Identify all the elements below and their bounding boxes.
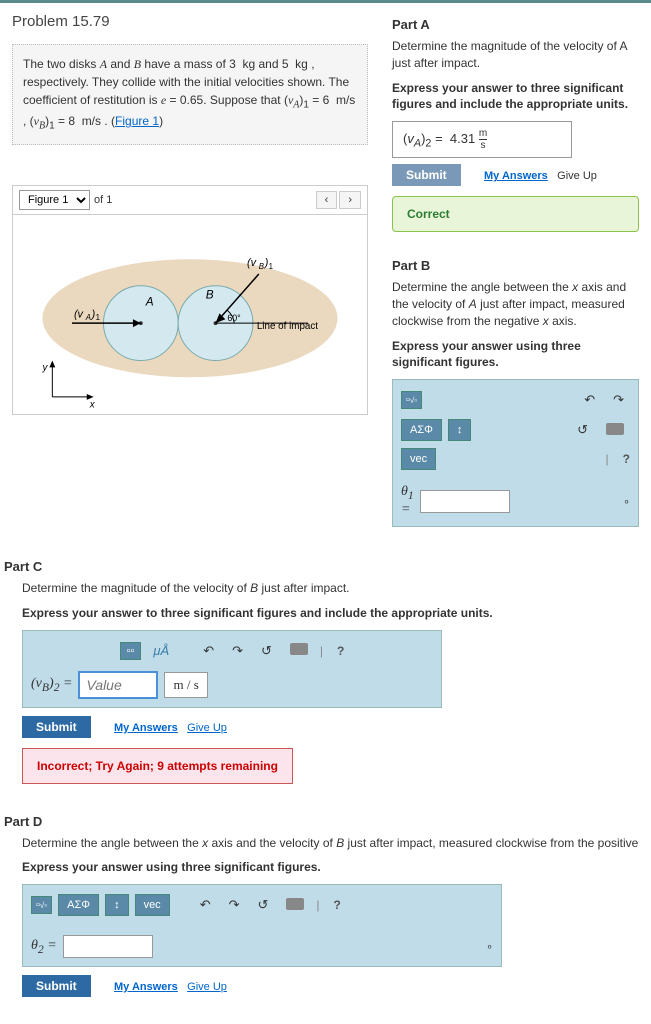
reset-button[interactable]: ↺ xyxy=(255,639,278,663)
problem-statement: The two disks A and B have a mass of 3 k… xyxy=(12,44,368,145)
problem-text: The two disks A and B have a mass of 3 k… xyxy=(23,57,355,128)
part-c-unit-box[interactable]: m / s xyxy=(164,672,207,698)
help-button[interactable]: ? xyxy=(623,452,630,466)
part-d-tool-panel: ▫√▫ ΑΣΦ ↕ vec ↶ ↷ ↺ | ? θ2 = ∘ xyxy=(22,884,502,967)
svg-text:60°: 60° xyxy=(227,313,240,323)
part-c-header: Part C xyxy=(4,559,639,574)
svg-text:A: A xyxy=(85,313,91,322)
part-c-label: (vB)2 = xyxy=(31,676,72,694)
template-button[interactable]: ▫√▫ xyxy=(31,896,52,914)
updown-button[interactable]: ↕ xyxy=(448,419,472,441)
svg-text:B: B xyxy=(206,288,214,301)
part-c-value-input[interactable] xyxy=(78,671,158,699)
help-button[interactable]: ? xyxy=(334,898,341,912)
part-c-my-answers-link[interactable]: My Answers xyxy=(114,722,178,734)
part-a-answer-box: (vA)2 = 4.31 ms xyxy=(392,121,572,158)
svg-text:(v: (v xyxy=(74,308,84,320)
part-d-my-answers-link[interactable]: My Answers xyxy=(114,981,178,993)
reset-button[interactable]: ↺ xyxy=(571,418,594,442)
figure-prev-button[interactable]: ‹ xyxy=(316,191,338,209)
updown-button[interactable]: ↕ xyxy=(105,894,129,916)
keyboard-button[interactable] xyxy=(280,894,310,917)
part-a-giveup-link[interactable]: Give Up xyxy=(557,170,597,182)
part-c-giveup-link[interactable]: Give Up xyxy=(187,722,227,734)
undo-button[interactable]: ↶ xyxy=(194,893,217,917)
part-c-submit-button[interactable]: Submit xyxy=(22,716,91,738)
help-button[interactable]: ? xyxy=(337,644,344,658)
part-b-instructions: Express your answer using three signific… xyxy=(392,338,639,372)
units-button[interactable]: μÅ xyxy=(147,639,175,662)
figure-next-button[interactable]: › xyxy=(339,191,361,209)
vec-button[interactable]: vec xyxy=(401,448,436,470)
part-d-prompt: Determine the angle between the x axis a… xyxy=(22,835,639,852)
part-c-instructions: Express your answer to three significant… xyxy=(22,605,639,622)
part-d-submit-button[interactable]: Submit xyxy=(22,975,91,997)
greek-button[interactable]: ΑΣΦ xyxy=(58,894,99,916)
part-a-my-answers-link[interactable]: My Answers xyxy=(484,170,548,182)
part-b-tool-panel: ▫√▫ ↶ ↷ ΑΣΦ ↕ ↺ vec | ? θ1= xyxy=(392,379,639,527)
svg-text:y: y xyxy=(41,362,48,373)
part-d-header: Part D xyxy=(4,814,639,829)
problem-title: Problem 15.79 xyxy=(12,13,368,30)
divider: | xyxy=(606,452,609,466)
part-d-theta-input[interactable] xyxy=(63,935,153,958)
part-c-prompt: Determine the magnitude of the velocity … xyxy=(22,580,639,597)
figure-image: (vA)1 (vB)1 A B 60° Line of impact y x xyxy=(12,215,368,415)
part-d-giveup-link[interactable]: Give Up xyxy=(187,981,227,993)
part-b-theta-input[interactable] xyxy=(420,490,510,513)
vec-button[interactable]: vec xyxy=(135,894,170,916)
template-button[interactable]: ▫√▫ xyxy=(401,391,422,409)
svg-text:A: A xyxy=(145,295,154,308)
greek-button[interactable]: ΑΣΦ xyxy=(401,419,442,441)
figure-selector[interactable]: Figure 1 xyxy=(19,190,90,210)
undo-button[interactable]: ↶ xyxy=(197,639,220,663)
keyboard-button[interactable] xyxy=(284,639,314,662)
part-d-instructions: Express your answer using three signific… xyxy=(22,859,639,876)
figure-count: of 1 xyxy=(94,194,112,206)
part-c-feedback: Incorrect; Try Again; 9 attempts remaini… xyxy=(22,748,293,784)
part-a-feedback: Correct xyxy=(392,196,639,232)
svg-text:1: 1 xyxy=(269,262,273,271)
part-c-tool-panel: ▫▫ μÅ ↶ ↷ ↺ | ? (vB)2 = m / s xyxy=(22,630,442,708)
part-a-instructions: Express your answer to three significant… xyxy=(392,80,639,114)
redo-button[interactable]: ↷ xyxy=(607,388,630,412)
svg-text:x: x xyxy=(89,400,96,411)
svg-text:1: 1 xyxy=(96,313,100,322)
svg-text:Line of impact: Line of impact xyxy=(257,321,318,332)
part-b-prompt: Determine the angle between the x axis a… xyxy=(392,279,639,329)
degree-symbol: ∘ xyxy=(486,940,493,953)
redo-button[interactable]: ↷ xyxy=(226,639,249,663)
figure-link[interactable]: Figure 1 xyxy=(115,114,159,128)
part-a-submit-button[interactable]: Submit xyxy=(392,164,461,186)
redo-button[interactable]: ↷ xyxy=(223,893,246,917)
svg-text:(v: (v xyxy=(247,257,257,269)
part-a-header: Part A xyxy=(392,17,639,32)
degree-symbol: ∘ xyxy=(623,495,630,508)
svg-text:B: B xyxy=(259,262,264,271)
part-d-theta-label: θ2 = xyxy=(31,938,57,956)
keyboard-button[interactable] xyxy=(600,419,630,442)
undo-button[interactable]: ↶ xyxy=(578,388,601,412)
part-a-prompt: Determine the magnitude of the velocity … xyxy=(392,38,639,72)
figure-toolbar: Figure 1 of 1 ‹ › xyxy=(12,185,368,215)
part-b-theta-label: θ1= xyxy=(401,484,414,518)
part-b-header: Part B xyxy=(392,258,639,273)
template-button[interactable]: ▫▫ xyxy=(120,642,142,660)
reset-button[interactable]: ↺ xyxy=(252,893,275,917)
